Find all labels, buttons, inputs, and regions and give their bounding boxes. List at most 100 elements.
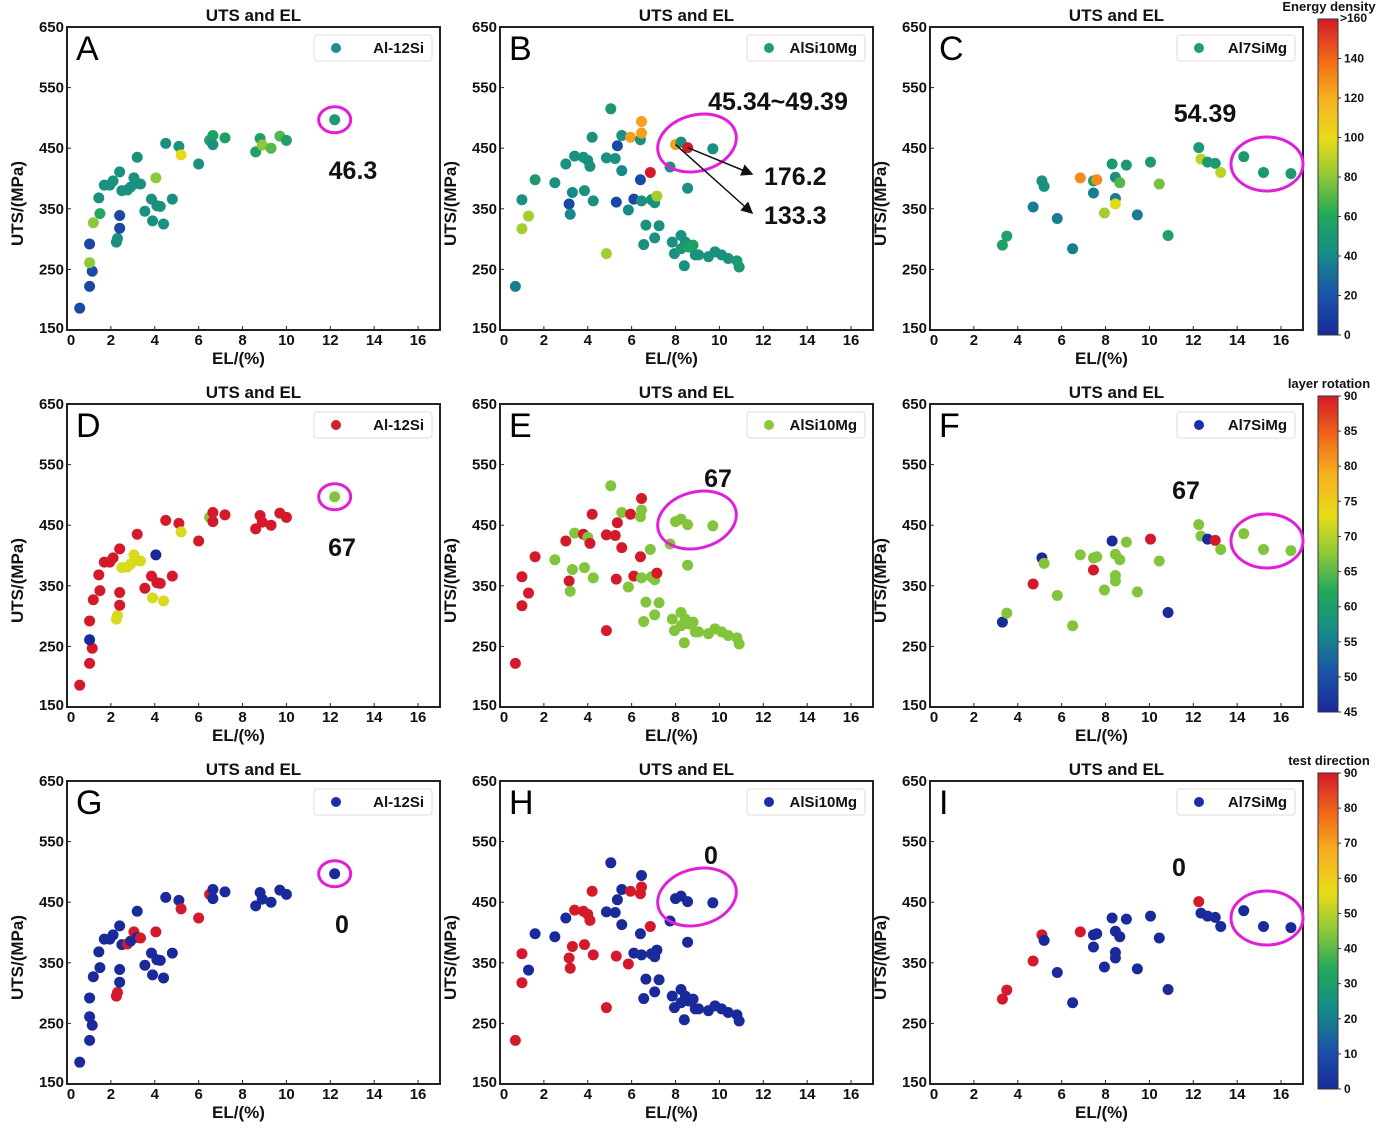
colorbar-tick-label: 50 xyxy=(1344,670,1358,684)
y-tick-label: 350 xyxy=(39,955,64,972)
x-tick-label: 8 xyxy=(1101,709,1109,726)
y-tick-label: 250 xyxy=(902,1015,927,1032)
data-point xyxy=(1131,963,1143,975)
x-tick-label: 6 xyxy=(1057,332,1065,349)
legend: Al7SiMg xyxy=(1176,411,1296,439)
data-point xyxy=(1001,607,1013,619)
y-tick-label: 150 xyxy=(39,697,64,714)
data-point xyxy=(1091,928,1103,940)
panel-letter: F xyxy=(939,407,960,445)
data-point xyxy=(1067,243,1079,255)
x-tick-label: 10 xyxy=(711,709,728,726)
data-point xyxy=(114,599,126,611)
data-point xyxy=(636,504,648,516)
legend: Al7SiMg xyxy=(1176,34,1296,62)
data-point xyxy=(1145,910,1157,922)
data-point xyxy=(687,239,699,251)
data-point xyxy=(693,1003,705,1015)
x-tick-label: 2 xyxy=(540,332,548,349)
data-point xyxy=(605,857,617,869)
panel-title: UTS and EL xyxy=(206,383,301,402)
data-point xyxy=(1120,913,1132,925)
data-point xyxy=(173,894,185,906)
x-tick-label: 14 xyxy=(799,332,816,349)
x-tick-label: 4 xyxy=(584,709,593,726)
x-tick-label: 12 xyxy=(1185,332,1202,349)
arrow-176 xyxy=(687,146,754,176)
colorbar: test direction 0 10 20 30 40 50 60 70 80 90 xyxy=(1288,753,1370,1096)
panel-b: UTS and EL B 0 2 4 6 8 10 12 14 16 150 250 350 450 550 6… xyxy=(441,6,874,368)
legend-marker xyxy=(764,420,774,430)
colorbar-tick-label: 70 xyxy=(1344,529,1358,543)
colorbar-tick-label: 30 xyxy=(1344,977,1358,991)
y-tick-label: 450 xyxy=(472,140,497,157)
y-axis-label: UTS/(MPa) xyxy=(8,538,27,623)
x-tick-label: 4 xyxy=(151,332,160,349)
data-point xyxy=(265,896,277,908)
x-axis-label: EL/(%) xyxy=(645,349,698,368)
data-point xyxy=(996,239,1008,251)
data-point xyxy=(219,886,231,898)
colorbar-tick-label: 45 xyxy=(1344,705,1358,719)
data-point xyxy=(1109,198,1121,210)
y-axis-label: UTS/(MPa) xyxy=(8,915,27,1000)
y-tick-label: 150 xyxy=(902,697,927,714)
panel-letter: D xyxy=(76,407,101,445)
x-tick-label: 14 xyxy=(1229,709,1246,726)
panel-f: UTS and EL F 0 2 4 6 8 10 12 14 16 150 250 350 450 550 6… xyxy=(871,376,1370,745)
data-point xyxy=(1215,920,1227,932)
y-tick-label: 150 xyxy=(902,320,927,337)
data-point xyxy=(114,222,126,234)
data-point xyxy=(147,969,159,981)
y-tick-label: 550 xyxy=(39,834,64,851)
data-point xyxy=(651,567,663,579)
x-tick-label: 12 xyxy=(755,332,772,349)
legend-box xyxy=(1176,411,1296,439)
y-tick-label: 350 xyxy=(39,201,64,218)
data-point xyxy=(74,302,86,314)
data-point xyxy=(139,205,151,217)
annotation-value: 133.3 xyxy=(764,202,827,230)
data-point xyxy=(578,185,590,197)
x-tick-label: 6 xyxy=(1057,709,1065,726)
colorbar-tick-label: 80 xyxy=(1344,459,1358,473)
data-point xyxy=(1258,166,1270,178)
data-point xyxy=(265,519,277,531)
x-tick-label: 2 xyxy=(970,1086,978,1103)
x-tick-label: 0 xyxy=(500,1086,508,1103)
x-tick-label: 4 xyxy=(584,1086,593,1103)
highlight-ellipse xyxy=(1229,135,1305,193)
legend-box xyxy=(313,34,433,62)
colorbar-tick-label: 60 xyxy=(1344,871,1358,885)
data-point xyxy=(578,939,590,951)
y-axis-label: UTS/(MPa) xyxy=(8,161,27,246)
data-point xyxy=(560,912,572,924)
legend-box xyxy=(313,411,433,439)
data-point xyxy=(1038,557,1050,569)
plot-area xyxy=(66,26,441,331)
y-tick-label: 150 xyxy=(472,320,497,337)
data-point xyxy=(616,165,628,177)
colorbar-tick-label: 0 xyxy=(1344,328,1351,342)
panel-letter: H xyxy=(509,784,534,822)
panel-title: UTS and EL xyxy=(1069,383,1164,402)
data-point xyxy=(722,629,734,641)
data-point xyxy=(638,239,650,251)
data-point xyxy=(256,139,268,151)
data-point xyxy=(135,178,147,190)
data-point xyxy=(114,920,126,932)
data-point xyxy=(114,543,126,555)
data-point xyxy=(707,143,719,155)
x-tick-label: 6 xyxy=(627,709,635,726)
data-point xyxy=(678,1014,690,1026)
data-point xyxy=(207,139,219,151)
colorbar-tick-label: 50 xyxy=(1344,906,1358,920)
legend: Al-12Si xyxy=(313,411,433,439)
data-point xyxy=(1067,620,1079,632)
legend-label: Al7SiMg xyxy=(1228,794,1287,811)
x-axis-label: EL/(%) xyxy=(212,349,265,368)
data-point xyxy=(150,549,162,561)
legend-box xyxy=(1176,34,1296,62)
data-point xyxy=(1098,207,1110,219)
data-point xyxy=(280,134,292,146)
